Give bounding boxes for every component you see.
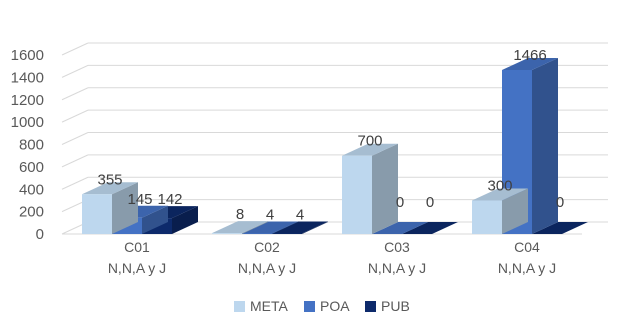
y-tick-label: 1000	[11, 114, 44, 131]
x-tick-label: N,N,A y J	[108, 260, 166, 276]
bar-front-face	[82, 194, 112, 234]
bar-side-face	[372, 143, 398, 234]
bar-front-face	[472, 200, 502, 234]
gridline-side-7	[61, 64, 89, 78]
bar-pub-1	[272, 221, 328, 234]
data-label-pub: 4	[296, 207, 304, 224]
bar-top-face	[82, 182, 138, 195]
bar-top-face	[402, 222, 458, 234]
y-tick-label: 400	[19, 181, 44, 198]
bar-pub-2	[402, 222, 458, 234]
data-label-pub: 142	[157, 191, 182, 208]
bar-side-face	[272, 221, 298, 234]
x-tick-label: N,N,A y J	[368, 260, 426, 276]
data-label-pub: 0	[426, 194, 434, 211]
data-label-meta: 355	[97, 171, 122, 188]
gridline-side-8	[61, 42, 89, 56]
legend-swatch-meta	[234, 301, 245, 312]
bar-top-face	[532, 222, 588, 234]
legend-label-meta: META	[250, 298, 289, 314]
y-tick-label: 200	[19, 204, 44, 221]
y-tick-label: 1600	[11, 47, 44, 64]
data-label-poa: 0	[396, 194, 404, 211]
y-tick-label: 800	[19, 137, 44, 154]
bar-pub-3	[532, 222, 588, 234]
gridline-side-4	[61, 132, 89, 145]
data-label-pub: 0	[556, 194, 564, 211]
bar-poa-2	[372, 222, 428, 234]
bar-side-face	[112, 182, 138, 234]
x-tick-label: N,N,A y J	[238, 260, 296, 276]
data-label-poa: 145	[127, 191, 152, 208]
x-tick-label: C01	[124, 239, 150, 255]
x-tick-label: N,N,A y J	[498, 260, 556, 276]
bar-top-face	[342, 143, 398, 156]
bar-top-face	[372, 222, 428, 234]
bar-meta-0	[82, 182, 138, 234]
bar-side-face	[502, 188, 528, 234]
gridline-side-2	[61, 176, 89, 190]
gridline-side-5	[61, 109, 89, 123]
gridline-side-3	[61, 154, 89, 168]
bar-meta-1	[212, 221, 268, 234]
bar-side-face	[142, 205, 168, 234]
gridline-side-6	[61, 87, 89, 101]
legend-swatch-poa	[304, 301, 315, 312]
bar-top-face	[272, 221, 328, 234]
data-label-poa: 4	[266, 207, 274, 224]
bar-meta-2	[342, 143, 398, 234]
y-tick-label: 1200	[11, 92, 44, 109]
bar-side-face	[172, 206, 198, 234]
bar-side-face	[242, 221, 268, 234]
data-label-meta: 8	[236, 206, 244, 223]
bar-top-face	[212, 221, 268, 234]
legend-swatch-pub	[365, 301, 376, 312]
data-label-meta: 300	[487, 177, 512, 194]
legend-label-pub: PUB	[381, 298, 410, 314]
bar-poa-1	[242, 221, 298, 234]
legend-label-poa: POA	[320, 298, 350, 314]
bar-meta-3	[472, 188, 528, 234]
y-tick-label: 600	[19, 159, 44, 176]
y-tick-label: 0	[36, 226, 44, 243]
x-tick-label: C04	[514, 239, 540, 255]
x-tick-label: C03	[384, 239, 410, 255]
data-label-poa: 1466	[513, 47, 546, 64]
bar-top-face	[242, 221, 298, 234]
bar-side-face	[532, 57, 558, 235]
y-tick-label: 1400	[11, 69, 44, 86]
bar-front-face	[212, 233, 242, 234]
bar-top-face	[502, 57, 558, 70]
bar-front-face	[342, 155, 372, 234]
bar-top-face	[472, 188, 528, 201]
data-label-meta: 700	[357, 133, 382, 150]
bar-side-face	[302, 221, 328, 234]
x-tick-label: C02	[254, 239, 280, 255]
